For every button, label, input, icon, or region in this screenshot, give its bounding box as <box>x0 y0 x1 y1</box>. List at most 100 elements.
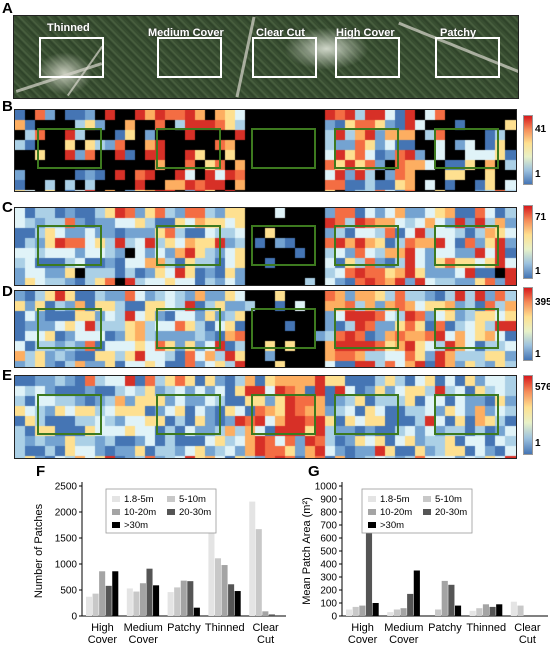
chart-g-legend-swatch-4 <box>368 522 376 528</box>
chart-f-legend-swatch-3 <box>167 509 175 515</box>
chart-g-legend-box <box>361 488 473 534</box>
heatmap-d <box>14 290 517 368</box>
chart-g-bar-2-2 <box>441 580 448 616</box>
chart-f-bar-2-3 <box>187 581 194 616</box>
heatmap-d-box-5 <box>434 308 499 349</box>
chart-g-bar-0-4 <box>372 603 379 616</box>
chart-g-category-label-1-1: Cover <box>389 634 419 646</box>
colorbar-e-min: 1 <box>535 438 541 449</box>
heatmap-d-box-2 <box>156 308 221 349</box>
chart-f-ytick-label-2: 1000 <box>55 560 78 571</box>
chart-g-bar-1-0 <box>387 612 394 616</box>
chart-g-category-label-0-1: Cover <box>348 634 378 646</box>
heatmap-e <box>14 375 517 459</box>
chart-f-bar-2-0 <box>167 592 174 616</box>
heatmap-b-box-3 <box>251 128 316 169</box>
chart-g-legend-swatch-0 <box>368 496 376 502</box>
chart-g-category-label-2-0: Patchy <box>428 622 462 634</box>
heatmap-b-box-1 <box>37 128 102 169</box>
chart-f-ytick-label-0: 0 <box>71 612 77 623</box>
chart-g-bar-2-4 <box>454 605 462 616</box>
chart-f-ytick-label-4: 2000 <box>55 508 78 519</box>
chart-g-bar-3-2 <box>482 604 490 616</box>
chart-f-bar-3-1 <box>214 558 222 616</box>
aerial-box-medium-cover <box>157 37 222 78</box>
chart-f-legend-swatch-2 <box>112 509 120 515</box>
heatmap-c-box-1 <box>37 225 102 266</box>
bar-chart-mean-patch-area: Mean Patch Area (m²) 0 100 200 300 400 500 600 7… <box>301 482 548 646</box>
chart-g-ytick-label-5: 500 <box>320 547 337 558</box>
colorbar-b-max: 41 <box>535 124 547 135</box>
heatmap-c <box>14 207 517 286</box>
chart-g-bar-0-0 <box>346 609 353 616</box>
chart-f-ytick-label-1: 500 <box>60 586 77 597</box>
aerial-box-high-cover <box>335 37 400 78</box>
chart-f-category-label-3-0: Thinned <box>205 622 245 634</box>
heatmap-b-box-5 <box>434 128 499 169</box>
chart-g-category-label-4-0: Clear <box>514 622 541 634</box>
aerial-box-clear-cut <box>252 37 317 78</box>
heatmap-e-box-5 <box>434 394 499 435</box>
chart-g-legend-label-4: >30m <box>380 520 404 531</box>
chart-g-bar-2-1 <box>435 609 442 616</box>
colorbar-b-min: 1 <box>535 169 541 180</box>
chart-f-legend-label-2: 10-20m <box>124 507 156 518</box>
chart-f-bar-3-4 <box>234 591 241 616</box>
chart-g-legend-label-0: 1.8-5m <box>380 494 410 505</box>
chart-f-bar-0-3 <box>105 585 112 616</box>
heatmap-b <box>14 109 517 192</box>
chart-g-category-label-0-0: High <box>351 622 374 634</box>
chart-g-legend-swatch-1 <box>423 496 431 502</box>
chart-g-category-label-3-0: Thinned <box>466 622 506 634</box>
chart-f-bar-0-0 <box>86 596 93 616</box>
chart-f-legend-swatch-1 <box>167 496 175 502</box>
chart-f-bar-4-1 <box>255 529 262 616</box>
chart-g-ytick-label-7: 700 <box>320 521 337 532</box>
chart-g-bar-3-0 <box>469 610 476 616</box>
chart-g-ytick-label-0: 0 <box>331 612 337 623</box>
aerial-box-thinned <box>39 37 104 78</box>
colorbar-d <box>523 287 533 361</box>
chart-g-category-label-1-0: Medium <box>384 622 423 634</box>
heatmap-e-box-1 <box>37 394 102 435</box>
colorbar-c-min: 1 <box>535 266 541 277</box>
colorbar-d-min: 1 <box>535 349 541 360</box>
aerial-label-thinned: Thinned <box>47 22 90 34</box>
heatmap-c-box-4 <box>334 225 399 266</box>
colorbar-e <box>523 375 533 455</box>
chart-f-bar-3-0 <box>208 510 215 616</box>
chart-f-bar-4-0 <box>249 501 256 616</box>
chart-g-bar-1-1 <box>393 609 400 616</box>
heatmap-d-box-4 <box>334 308 399 349</box>
chart-f-legend-label-0: 1.8-5m <box>124 494 154 505</box>
aerial-box-patchy <box>435 37 500 78</box>
chart-f-category-label-4-1: Cut <box>257 634 274 646</box>
chart-f-bar-1-1 <box>133 591 140 616</box>
panel-label-g: G <box>308 463 320 480</box>
chart-f-category-label-1-0: Medium <box>124 622 163 634</box>
chart-g-legend-label-2: 10-20m <box>380 507 412 518</box>
panel-label-e: E <box>2 367 13 384</box>
chart-g-ytick-label-6: 600 <box>320 534 337 545</box>
chart-g-ytick-label-8: 800 <box>320 508 337 519</box>
chart-g-ytick-label-10: 1000 <box>315 482 338 493</box>
chart-f-bar-0-2 <box>99 571 106 616</box>
heatmap-b-box-2 <box>156 128 221 169</box>
chart-g-ytick-label-1: 100 <box>320 599 337 610</box>
chart-f-bar-1-4 <box>153 585 160 616</box>
panel-label-a: A <box>2 0 13 17</box>
colorbar-b <box>523 115 533 185</box>
chart-f-category-label-4-0: Clear <box>252 622 279 634</box>
chart-g-bar-1-4 <box>413 570 420 616</box>
chart-g-ytick-label-9: 900 <box>320 495 337 506</box>
chart-g-bar-4-1 <box>517 605 524 616</box>
heatmap-e-box-3 <box>251 394 316 435</box>
chart-g-legend-swatch-3 <box>423 509 431 515</box>
colorbar-c-max: 71 <box>535 212 547 223</box>
chart-f-category-label-1-1: Cover <box>129 634 159 646</box>
heatmap-b-box-4 <box>334 128 399 169</box>
chart-f-legend-box <box>105 488 217 534</box>
chart-f-bar-2-1 <box>174 587 181 616</box>
chart-f-bar-3-2 <box>221 565 228 616</box>
chart-g-bar-4-0 <box>510 601 517 616</box>
